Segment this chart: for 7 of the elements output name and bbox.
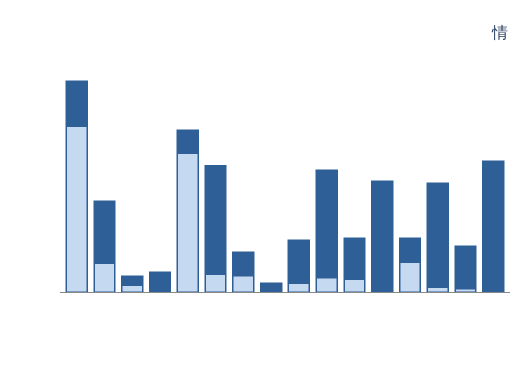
bar xyxy=(454,245,477,290)
bar xyxy=(148,272,172,292)
text: 情 xyxy=(491,23,508,42)
bar xyxy=(260,282,282,292)
bar xyxy=(482,160,504,292)
bar xyxy=(426,182,449,288)
bar xyxy=(371,180,394,292)
